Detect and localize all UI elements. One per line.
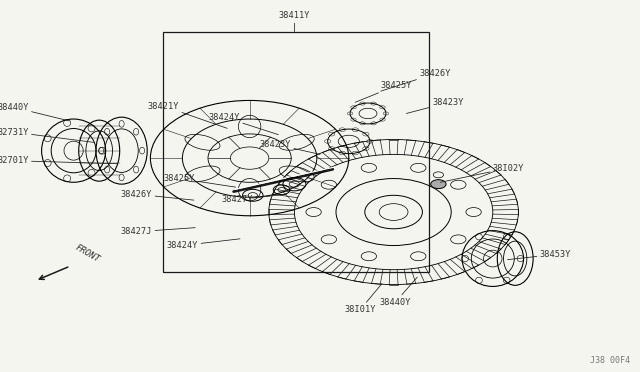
Text: J38 00F4: J38 00F4 [590, 356, 630, 365]
Text: 38440Y: 38440Y [0, 103, 69, 121]
Circle shape [431, 180, 446, 189]
Text: 38424Y: 38424Y [167, 239, 240, 250]
Text: 38421Y: 38421Y [148, 102, 227, 128]
Text: 32701Y: 32701Y [0, 156, 117, 165]
Text: 38I02Y: 38I02Y [440, 164, 524, 182]
Text: FRONT: FRONT [74, 243, 101, 264]
Text: 38425Y: 38425Y [355, 81, 412, 102]
Text: 38440Y: 38440Y [380, 277, 417, 307]
Text: 38426Y: 38426Y [381, 69, 451, 91]
Text: 32731Y: 32731Y [0, 128, 95, 142]
Text: 38424Y: 38424Y [209, 113, 278, 135]
Text: 38425Y: 38425Y [164, 174, 236, 187]
Text: 38411Y: 38411Y [278, 12, 310, 32]
Text: 38427J: 38427J [121, 227, 195, 236]
Text: 38I01Y: 38I01Y [344, 283, 382, 314]
Text: 38426Y: 38426Y [121, 190, 194, 200]
Text: 38427Y: 38427Y [221, 194, 287, 204]
Text: 38453Y: 38453Y [508, 250, 571, 260]
Text: 38423Y: 38423Y [406, 98, 463, 113]
Text: 38423Y: 38423Y [260, 140, 320, 154]
